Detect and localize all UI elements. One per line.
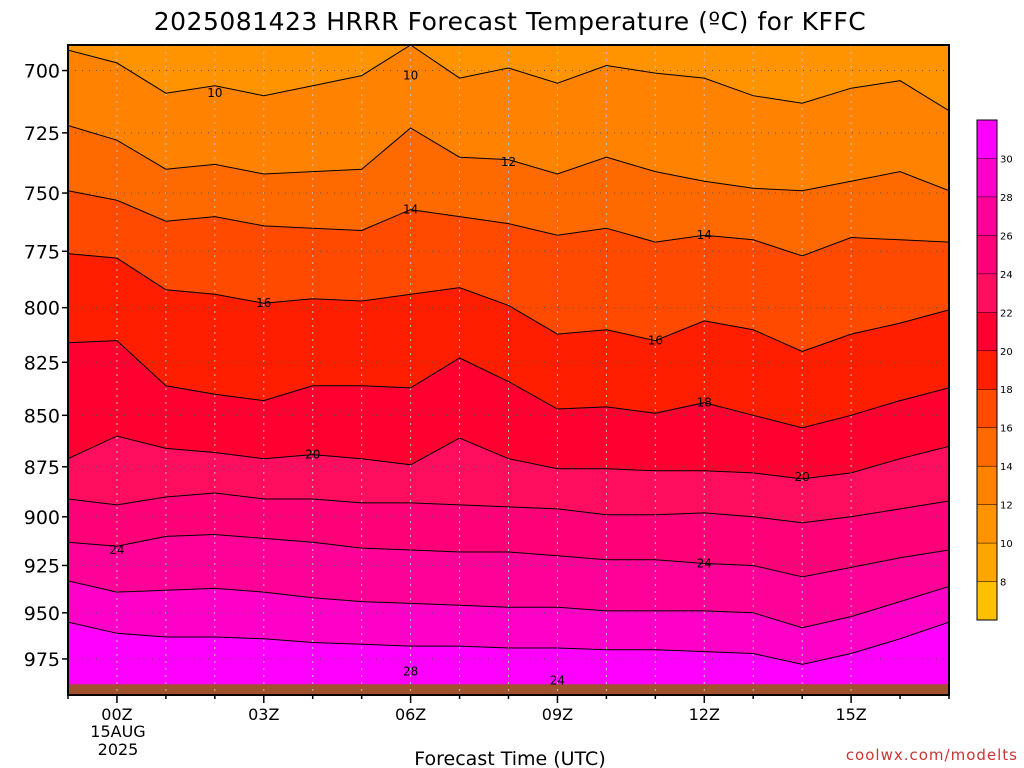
isotherm-10 <box>68 45 949 112</box>
colorbar-swatch <box>977 235 997 275</box>
isotherm-20 <box>68 435 949 480</box>
colorbar-swatch <box>977 427 997 467</box>
y-tick-label: 975 <box>24 649 60 671</box>
colorbar-swatch <box>977 543 997 583</box>
y-tick-label: 725 <box>24 123 60 145</box>
colorbar-frame <box>976 119 998 621</box>
isotherm-12 <box>68 125 949 192</box>
colorbar-swatch <box>977 350 997 390</box>
colorbar-label: 12 <box>1000 501 1013 512</box>
y-tick-label: 875 <box>24 457 60 479</box>
colorbar-swatch <box>977 273 997 313</box>
isotherm-label-20: 20 <box>795 470 810 484</box>
isotherm-label-10: 10 <box>403 69 418 83</box>
colorbar: 8 10 12 14 16 18 20 22 24 26 28 30 <box>976 119 1013 621</box>
y-tick-label: 800 <box>24 298 60 320</box>
colorbar-label: 18 <box>1000 385 1013 396</box>
isotherm-26 <box>68 580 949 629</box>
credit-text: coolwx.com/modelts <box>846 746 1018 764</box>
x-date-line-2: 2025 <box>98 740 139 759</box>
isotherm-16 <box>68 253 949 353</box>
isotherm-label-16: 16 <box>256 296 271 310</box>
colorbar-swatch <box>977 389 997 429</box>
x-date-line-1: 15AUG <box>90 722 145 741</box>
colorbar-swatch <box>977 581 997 621</box>
chart-title: 2025081423 HRRR Forecast Temperature (ºC… <box>154 7 867 36</box>
x-tick-label: 12Z <box>689 705 720 724</box>
colorbar-label: 22 <box>1000 308 1013 319</box>
isotherm-28 <box>68 621 949 665</box>
y-tick-label: 825 <box>24 352 60 374</box>
colorbar-label: 16 <box>1000 424 1013 435</box>
x-tick-label: 15Z <box>835 705 866 724</box>
isotherm-label-14: 14 <box>697 228 712 242</box>
isotherm-label-24: 24 <box>550 674 565 688</box>
isotherm-label-10: 10 <box>207 86 222 100</box>
y-tick-label: 700 <box>24 61 60 83</box>
plot-content: 10 10 12 14 14 16 16 18 20 20 24 24 28 24 <box>68 45 949 695</box>
plot-area: 10 10 12 14 14 16 16 18 20 20 24 24 28 24 <box>67 44 950 696</box>
y-tick-label: 850 <box>24 405 60 427</box>
isotherm-label-18: 18 <box>697 396 712 410</box>
x-tick-label: 09Z <box>542 705 573 724</box>
isotherm-18 <box>68 340 949 429</box>
isotherm-label-28: 28 <box>403 665 418 679</box>
x-tick-label: 00Z <box>101 705 132 724</box>
fill-band-above-28 <box>68 622 949 695</box>
colorbar-label: 24 <box>1000 270 1013 281</box>
isotherm-label-24: 24 <box>109 543 124 557</box>
y-tick-label: 925 <box>24 555 60 577</box>
isotherm-14 <box>68 190 949 257</box>
x-axis: 00Z 03Z 06Z 09Z 12Z 15Z <box>67 695 950 724</box>
isotherm-24 <box>68 533 949 578</box>
isotherm-22 <box>68 492 949 524</box>
colorbar-label: 10 <box>1000 539 1013 550</box>
colorbar-swatch <box>977 504 997 544</box>
isotherm-label-24: 24 <box>697 557 712 571</box>
isotherm-label-14: 14 <box>403 203 418 217</box>
colorbar-label: 28 <box>1000 193 1013 204</box>
colorbar-label: 30 <box>1000 154 1013 165</box>
y-tick-label: 900 <box>24 507 60 529</box>
isotherm-label-16: 16 <box>648 334 663 348</box>
colorbar-swatch <box>977 158 997 198</box>
colorbar-swatch <box>977 196 997 236</box>
y-tick-label: 750 <box>24 183 60 205</box>
y-axis: 700 725 750 775 800 825 850 875 900 925 950 975 <box>24 61 68 671</box>
x-axis-label: Forecast Time (UTC) <box>414 748 605 768</box>
x-tick-label: 06Z <box>395 705 426 724</box>
colorbar-swatch <box>977 466 997 506</box>
y-tick-label: 775 <box>24 241 60 263</box>
colorbar-label: 20 <box>1000 347 1013 358</box>
isotherm-label-20: 20 <box>305 448 320 462</box>
x-tick-label: 03Z <box>248 705 279 724</box>
colorbar-label: 14 <box>1000 462 1013 473</box>
y-tick-label: 950 <box>24 603 60 625</box>
colorbar-swatch <box>977 312 997 352</box>
colorbar-label: 26 <box>1000 231 1013 242</box>
isotherm-label-12: 12 <box>501 155 516 169</box>
colorbar-swatch <box>977 120 997 159</box>
colorbar-label: 8 <box>1000 578 1006 589</box>
